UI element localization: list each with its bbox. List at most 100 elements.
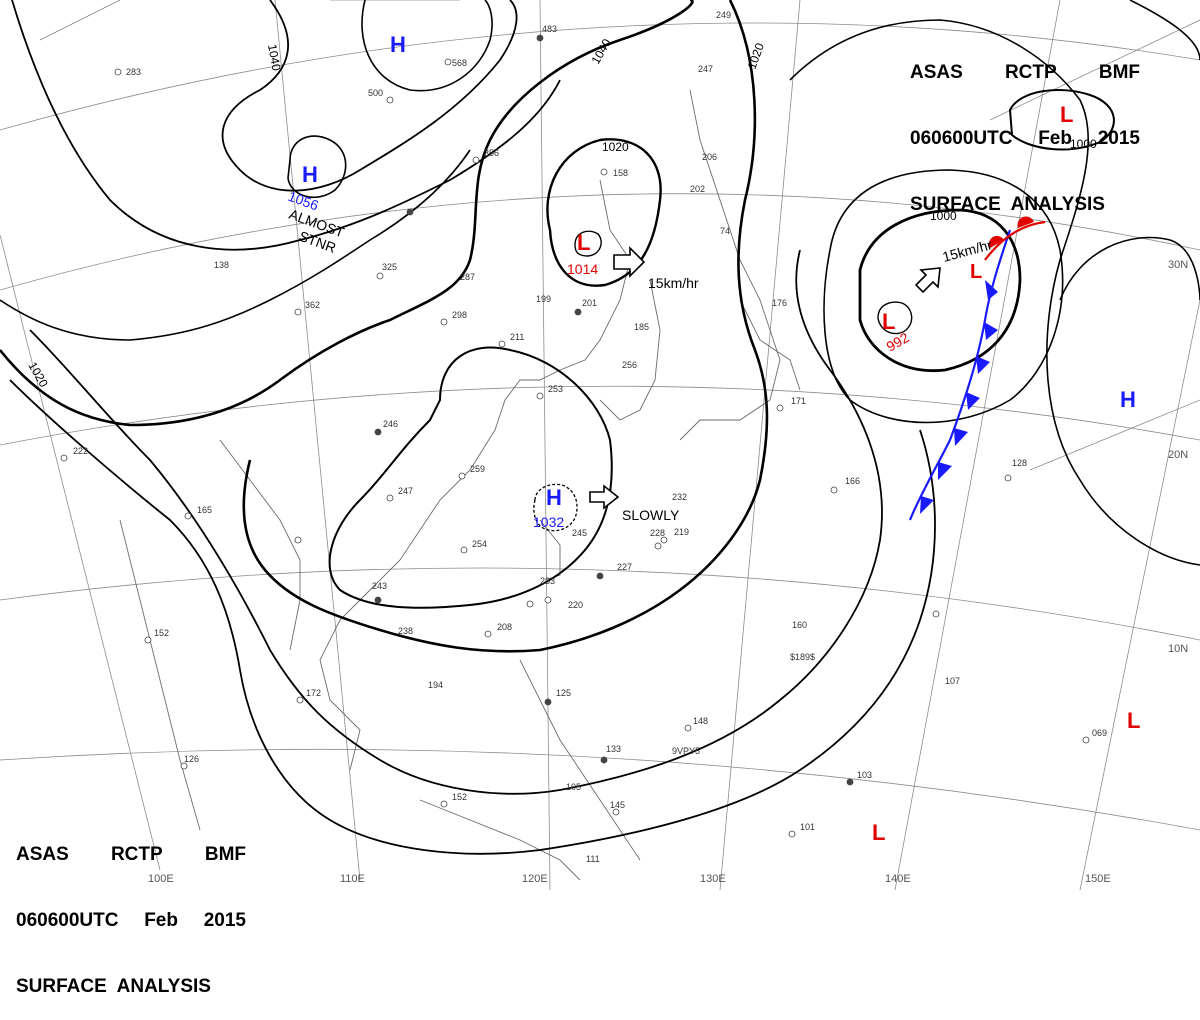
station-value: 245 [572,528,587,538]
meridian-130e [719,0,801,891]
station-value: 208 [497,622,512,632]
station-value: 325 [382,262,397,272]
isobars [0,0,1200,855]
meridian-160e [989,19,1200,121]
station-value: 145 [610,800,625,810]
station-value: 222 [73,446,88,456]
station-value: 211 [510,332,524,342]
station-value: 199 [536,294,551,304]
header-month: Feb [144,910,178,931]
coast-philippines [519,659,641,861]
header-row-2: 060600UTC Feb 2015 [16,910,246,932]
station-value: 9VPY5 [672,746,700,756]
station-value: 253 [548,384,563,394]
isobar-1020-main [0,0,694,427]
station-value: 227 [617,562,632,572]
station-value: 483 [542,24,557,34]
station-value: 103 [857,770,872,780]
station-value: 228 [650,528,665,538]
isobar-high-core [287,135,347,199]
isobar-1000-north [1008,89,1115,151]
low-symbol: L [1127,708,1140,733]
coast-korea [599,279,661,421]
station-value: 133 [606,744,621,754]
high-symbol: H [390,32,406,57]
header-year: 2015 [203,910,246,931]
slowly-label: SLOWLY [622,507,680,523]
header-title: SURFACE ANALYSIS [910,194,1105,215]
low-symbol: L [882,309,895,334]
station-value: 247 [698,64,713,74]
meridian-110e [274,0,361,881]
station-value: 160 [792,620,807,630]
header-row-1: ASAS RCTP BMF [910,62,1140,84]
low-symbol: L [872,820,885,845]
coast-china-north [494,179,631,431]
header-bottom-left: ASAS RCTP BMF 060600UTC Feb 2015 SURFACE… [16,800,246,1020]
station-value: 128 [1012,458,1027,468]
header-station: RCTP [110,844,163,865]
latitude-label: 20N [1168,449,1188,461]
longitude-label: 120E [522,873,548,885]
station-value: 171 [791,396,806,406]
longitude-label: 140E [885,873,911,885]
station-value: 101 [800,822,815,832]
station-value: 254 [472,539,487,549]
weather-map: 1040 1040 1020 1020 1020 1000 1000 H H 1… [0,0,1200,899]
coast-japan-west [679,89,781,441]
header-agency: ASAS [16,844,69,865]
parallel-40n [0,22,1200,131]
station-value: 500 [368,88,383,98]
header-code: BMF [204,844,246,865]
station-value: 256 [622,360,637,370]
station-value: $189$ [790,652,815,662]
station-value: 283 [126,67,141,77]
station-value: 232 [672,492,687,502]
longitude-label: 110E [340,873,365,885]
meridian-150e [1079,299,1200,891]
longitude-label: 150E [1085,873,1111,885]
latitude-label: 10N [1168,643,1188,655]
warm-front [984,216,1046,261]
parallel-0 [0,748,1200,831]
isobar-label: 1040 [265,43,283,72]
station-value: 172 [306,688,321,698]
station-value: 247 [398,486,413,496]
station-value: 233 [540,576,555,586]
map-background [0,0,1200,899]
low-symbol: L [1060,102,1073,127]
station-value: 362 [305,300,320,310]
station-value: 185 [634,322,649,332]
isobar-1004 [823,169,1064,424]
header-time: 060600UTC [910,128,1013,149]
meridian-140e [894,0,1061,891]
station-value: 194 [428,680,443,690]
high-symbol: H [546,485,562,510]
isobar-label: 1000 [930,209,957,223]
station-value: 219 [674,527,689,537]
meridian-90e [39,0,121,41]
station-value: 158 [613,168,628,178]
meridian-100e [0,234,161,871]
isobar-1012 [9,379,936,855]
station-value: 069 [1092,728,1107,738]
high-value: 1032 [533,514,564,530]
station-value: 298 [452,310,467,320]
header-row-2: 060600UTC Feb 2015 [910,128,1140,150]
low-value: 1014 [567,261,598,277]
cold-front [908,229,1012,521]
station-plot-group: 283 568 500 356 483 158 206 202 74 287 3… [73,10,1107,864]
isobar-1020-east [242,0,769,653]
latitude-label: 30N [1168,259,1188,271]
arrow-low-1014 [613,246,646,278]
station-value: 249 [716,10,731,20]
isobar-1008 [789,19,1200,566]
header-code: BMF [1098,62,1140,83]
station-value: 259 [470,464,485,474]
pressure-system-group: H H 1056 H 1032 H L 1014 L 992 L L L L [286,32,1140,845]
coast-china-south [319,429,496,771]
isobar-1016-low [574,230,602,257]
station-value: 246 [383,419,398,429]
arrow-low-992 [914,267,941,294]
isobar-1020-low [546,138,662,287]
